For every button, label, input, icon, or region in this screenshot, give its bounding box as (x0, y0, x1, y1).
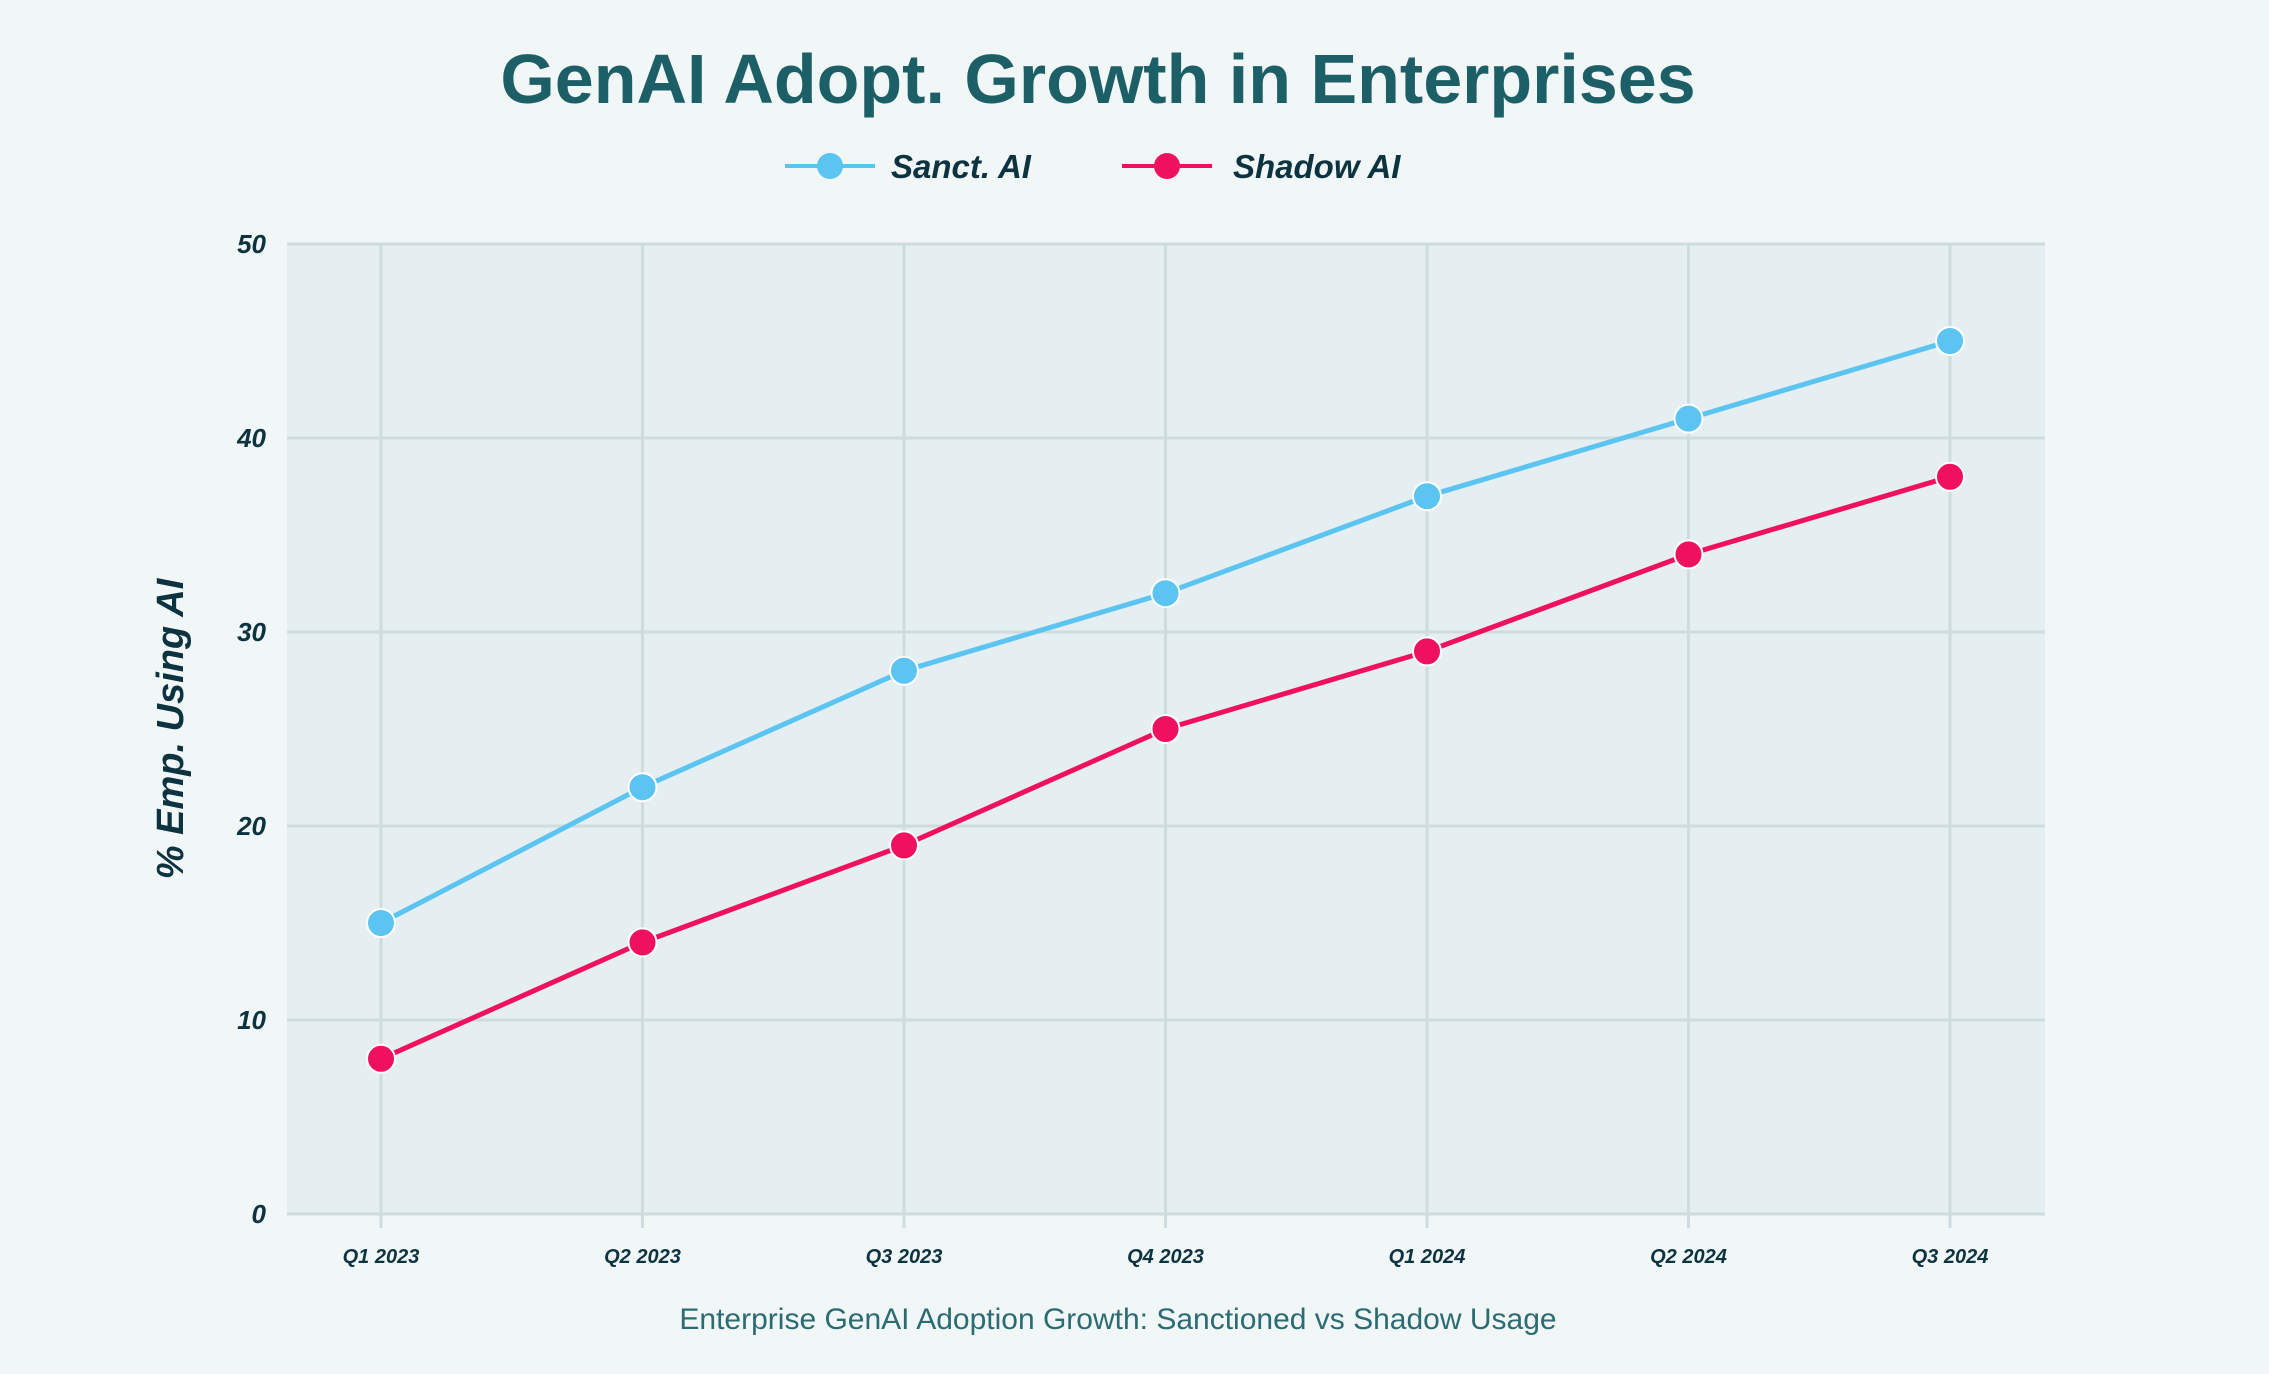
data-point (889, 655, 919, 686)
x-tick-label: Q3 2024 (1912, 1246, 1989, 1268)
data-point (1412, 636, 1442, 667)
data-point (1150, 578, 1181, 609)
x-tick-label: Q4 2023 (1127, 1246, 1204, 1268)
y-tick-label: 10 (237, 1005, 266, 1035)
x-tick-label: Q2 2024 (1650, 1246, 1727, 1268)
legend-swatch-marker (1154, 153, 1180, 179)
data-point (1673, 539, 1704, 570)
legend-swatch-marker (817, 153, 843, 179)
data-point (627, 772, 658, 803)
legend: Sanct. AI Shadow AI (785, 148, 1401, 185)
data-point (627, 927, 658, 958)
chart-title: GenAI Adopt. Growth in Enterprises (500, 40, 1695, 118)
data-point (366, 1043, 396, 1074)
x-tick-label: Q1 2023 (343, 1246, 420, 1268)
data-point (1935, 326, 1965, 356)
data-point (889, 830, 919, 861)
y-tick-label: 0 (252, 1199, 267, 1229)
y-tick-label: 50 (237, 229, 266, 259)
legend-label: Shadow AI (1233, 148, 1401, 185)
y-tick-label: 30 (237, 617, 266, 647)
legend-label: Sanct. AI (891, 148, 1032, 185)
data-point (1412, 481, 1442, 512)
data-point (366, 908, 396, 938)
data-point (1935, 461, 1965, 492)
grid-lines (287, 242, 2045, 1228)
chart-caption: Enterprise GenAI Adoption Growth: Sancti… (679, 1303, 1556, 1336)
axes: 0 10 20 30 40 50 Q1 2023 Q2 2023 Q3 2023 Q4 2023 Q… (236, 229, 2045, 1268)
data-point (1150, 714, 1181, 744)
y-tick-label: 20 (236, 811, 266, 841)
x-tick-label: Q2 2023 (604, 1246, 681, 1268)
y-axis-label: % Emp. Using AI (150, 577, 192, 879)
y-tick-label: 40 (236, 423, 266, 453)
x-tick-label: Q1 2024 (1389, 1246, 1466, 1268)
data-point (1673, 403, 1704, 434)
x-tick-label: Q3 2023 (866, 1246, 943, 1268)
series-layer (366, 326, 1965, 1074)
